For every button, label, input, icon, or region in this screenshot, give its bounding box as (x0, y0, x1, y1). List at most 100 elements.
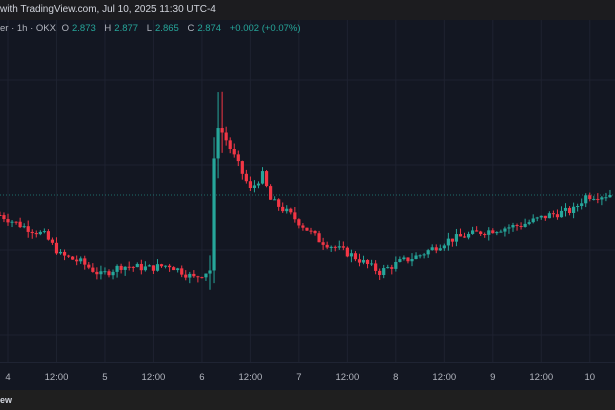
candle-body (547, 213, 551, 219)
candle-body (337, 246, 341, 248)
candle-body (503, 228, 507, 232)
x-tick-label: 8 (393, 372, 399, 383)
candle-body (159, 264, 164, 267)
candle-body (224, 132, 228, 141)
candle-body (248, 181, 252, 188)
candle-body (370, 263, 374, 265)
high-value: 2.877 (114, 23, 139, 34)
candle-body (539, 215, 543, 218)
candle-body (353, 253, 358, 260)
candle-body (127, 266, 131, 268)
candle-body (155, 264, 160, 271)
candle-body (523, 223, 527, 227)
candle-body (374, 263, 378, 271)
candle-body (414, 255, 418, 260)
candle-body (26, 226, 30, 232)
change-value: +0.002 (+0.07%) (229, 23, 301, 34)
candle-body (402, 257, 406, 260)
candle-body (22, 226, 26, 228)
candle-body (309, 230, 313, 232)
candle-body (115, 265, 119, 272)
candle-body (244, 173, 248, 182)
open-label: O (61, 23, 69, 34)
candle-body (475, 230, 479, 232)
candle-body (256, 183, 261, 186)
candle-body (531, 218, 535, 223)
candle-body (87, 264, 91, 268)
candle-body (58, 251, 63, 254)
candle-body (567, 207, 572, 214)
candle-body (438, 248, 442, 251)
candle-body (410, 259, 414, 262)
candle-body (260, 171, 265, 184)
candle-body (305, 227, 309, 231)
candle-body (519, 225, 523, 227)
candle-body (50, 239, 55, 243)
candle-body (62, 251, 67, 256)
time-axis[interactable]: 4 12:00 5 12:00 6 12:00 7 12:00 8 12:00 9 12:00 10 (0, 362, 615, 390)
candle-body (563, 207, 568, 211)
candle-body (361, 259, 366, 263)
candle-body (139, 263, 143, 271)
x-tick-label: 12:00 (238, 372, 263, 383)
candle-body (188, 273, 192, 278)
candle-body (269, 186, 273, 200)
candle-body (580, 203, 584, 207)
candle-body (71, 256, 75, 260)
candle-body (147, 265, 151, 267)
candle-body (46, 231, 50, 240)
candle-body (83, 258, 87, 265)
candle-body (236, 154, 240, 162)
candle-body (406, 257, 410, 262)
candle-body (216, 128, 220, 159)
candle-body (515, 225, 519, 227)
candle-body (535, 217, 539, 219)
candle-body (608, 195, 612, 198)
footer-text: ew (0, 395, 13, 405)
candle-body (91, 267, 95, 272)
candle-body (10, 221, 14, 223)
x-tick-label: 12:00 (44, 372, 69, 383)
candle-body (604, 197, 608, 199)
header-bar: with TradingView.com, Jul 10, 2025 11:30… (0, 0, 615, 20)
x-tick-label: 4 (5, 372, 11, 383)
candle-body (390, 267, 394, 269)
candle-body (2, 215, 6, 220)
candle-body (42, 231, 46, 233)
candle-body (119, 265, 123, 270)
candle-body (285, 208, 289, 212)
candle-body (180, 268, 184, 275)
candle-body (454, 234, 459, 242)
candle-body (600, 197, 604, 200)
candle-body (345, 247, 349, 257)
candle-body (196, 276, 200, 278)
candle-body (228, 140, 232, 150)
candle-body (434, 247, 438, 251)
candle-body (240, 161, 244, 174)
candle-body (38, 231, 42, 235)
x-tick-label: 7 (296, 372, 302, 383)
candle-body (543, 215, 547, 219)
close-value: 2.874 (197, 23, 222, 34)
symbol-label: er · 1h · OKX (0, 23, 56, 34)
candle-body (507, 227, 511, 229)
candle-body (131, 266, 135, 268)
candle-body (555, 214, 560, 218)
candle-body (321, 242, 325, 245)
candle-body (176, 268, 180, 271)
candle-body (487, 230, 491, 235)
candle-body (111, 271, 115, 276)
candlestick-chart[interactable] (0, 20, 615, 362)
candle-body (95, 271, 99, 275)
x-tick-label: 12:00 (432, 372, 457, 383)
candle-body (394, 261, 398, 269)
candle-body (232, 149, 236, 155)
candle-body (341, 246, 345, 248)
x-tick-label: 12:00 (335, 372, 360, 383)
candle-body (466, 233, 471, 238)
candle-body (14, 221, 18, 223)
candle-body (483, 234, 487, 236)
candle-body (0, 215, 2, 216)
candle-body (143, 266, 147, 271)
candle-body (430, 247, 434, 251)
